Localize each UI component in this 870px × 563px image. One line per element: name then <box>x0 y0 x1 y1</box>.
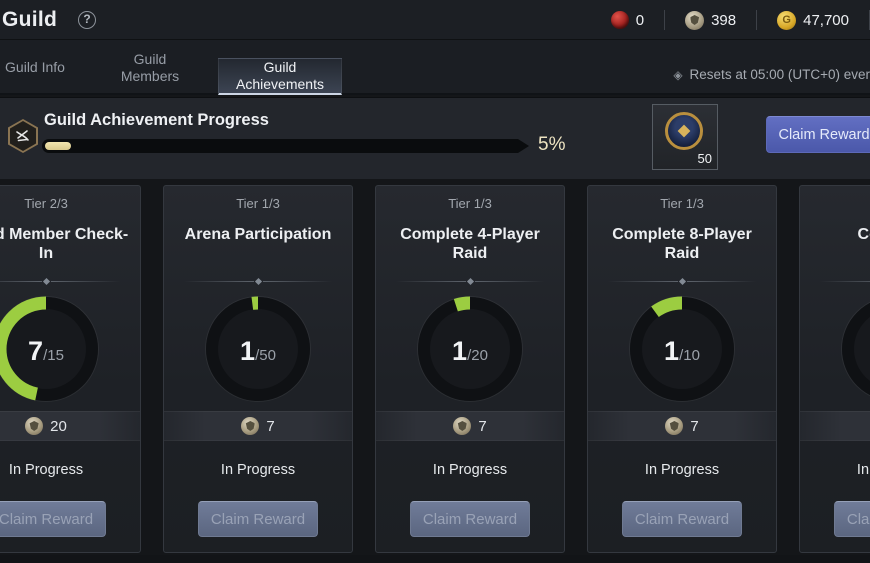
claim-reward-button[interactable]: Claim Reward <box>834 501 870 537</box>
claim-reward-button[interactable]: Claim Reward <box>0 501 106 537</box>
achievement-title: Complete 8-Player Raid <box>612 226 752 262</box>
guild-progress-fill <box>45 142 71 150</box>
achievement-card: Tier 1/3 Complete 4-Player Raid 1/20 7 I… <box>375 185 565 553</box>
progress-total: /50 <box>255 347 276 364</box>
reward-strip: 7 <box>588 411 776 441</box>
guild-achievement-progress-section: Guild Achievement Progress 5% 50 Claim R… <box>0 97 870 179</box>
tab-guild-info[interactable]: Guild Info <box>5 59 65 75</box>
guild-coin-icon <box>665 417 684 435</box>
reward-strip: 7 <box>164 411 352 441</box>
reward-amount: 20 <box>50 417 67 435</box>
guild-emblem-icon <box>8 119 38 153</box>
currency-gold: G 47,700 <box>757 10 869 30</box>
page-title: Guild <box>2 8 58 31</box>
progress-current: 1 <box>664 336 680 366</box>
progress-count: 7/15 <box>0 336 101 367</box>
progress-current: 7 <box>28 336 44 366</box>
progress-count: 1/50 <box>203 336 313 367</box>
reward-strip: 7 <box>376 411 564 441</box>
claim-reward-button[interactable]: Claim Reward <box>622 501 742 537</box>
progress-current: 1 <box>240 336 256 366</box>
help-icon[interactable]: ? <box>78 11 96 29</box>
progress-ring: 7/15 <box>0 294 101 404</box>
progress-ring <box>839 294 870 404</box>
progress-percent-label: 5% <box>538 134 566 155</box>
tier-label: Tier 1/3 <box>236 196 280 211</box>
guild-coin-icon <box>241 417 260 435</box>
progress-section-title: Guild Achievement Progress <box>44 111 269 129</box>
gold-coin-icon: G <box>777 10 797 30</box>
progress-count: 1/20 <box>415 336 525 367</box>
tier-label: Tier 2/3 <box>24 196 68 211</box>
achievement-title: Complete <box>857 226 870 243</box>
progress-current: 1 <box>452 336 468 366</box>
reward-strip <box>800 411 870 441</box>
claim-reward-button[interactable]: Claim Reward <box>198 501 318 537</box>
guild-progress-bar <box>42 139 529 153</box>
top-bar: Guild ? 0 398 G 47,700 <box>0 0 870 40</box>
guild-token-icon <box>665 112 703 150</box>
divider <box>664 10 666 30</box>
divider <box>756 10 758 30</box>
progress-total: /20 <box>467 347 488 364</box>
guild-coin-icon <box>453 417 472 435</box>
achievement-title: Arena Participation <box>184 226 332 243</box>
reset-note: ◈ Resets at 05:00 (UTC+0) ever <box>673 40 870 95</box>
ornamental-divider <box>820 276 870 286</box>
progress-ring: 1/10 <box>627 294 737 404</box>
red-gem-icon <box>610 11 629 29</box>
achievement-card: Tier 1/3 Complete 8-Player Raid 1/10 7 I… <box>587 185 777 553</box>
claim-reward-button[interactable]: Claim Reward <box>410 501 530 537</box>
reward-item-count: 50 <box>697 151 712 166</box>
status-label: In Progress <box>220 462 296 478</box>
red-gem-amount: 0 <box>635 11 645 29</box>
guild-coin-icon <box>685 10 705 30</box>
tier-label: Tier 1/3 <box>660 196 704 211</box>
tier-label: Tier 1/3 <box>800 196 870 211</box>
achievement-card: Tier 1/3 Complete In Progress Claim Rewa… <box>799 185 870 553</box>
guild-coin-icon <box>25 417 44 435</box>
status-label: In Progress <box>644 462 720 478</box>
currency-red-gem: 0 <box>591 11 664 29</box>
status-label: In Progress <box>8 462 84 478</box>
achievement-title: Complete 4-Player Raid <box>400 226 540 262</box>
progress-count: 1/10 <box>627 336 737 367</box>
bottom-strip <box>0 555 870 563</box>
ornamental-divider <box>0 276 120 286</box>
ornamental-divider <box>608 276 756 286</box>
progress-ring: 1/50 <box>203 294 313 404</box>
ornamental-divider <box>396 276 544 286</box>
progress-total: /15 <box>43 347 64 364</box>
tab-guild-members[interactable]: Guild Members <box>120 50 180 84</box>
currency-bar: 0 398 G 47,700 <box>591 0 870 40</box>
progress-ring: 1/20 <box>415 294 525 404</box>
reward-strip: 20 <box>0 411 140 441</box>
achievement-title: Guild Member Check-In <box>0 226 129 262</box>
ornamental-divider <box>184 276 332 286</box>
reward-amount: 7 <box>478 417 487 435</box>
reset-note-text: Resets at 05:00 (UTC+0) ever <box>689 67 870 82</box>
tab-bar: Guild Info Guild Members Guild Achieveme… <box>0 40 870 95</box>
gold-amount: 47,700 <box>803 11 849 29</box>
progress-total: /10 <box>679 347 700 364</box>
status-label: In Progress <box>432 462 508 478</box>
reward-amount: 7 <box>690 417 699 435</box>
diamond-icon: ◈ <box>673 67 683 82</box>
currency-guild-coin: 398 <box>665 10 756 30</box>
tier-label: Tier 1/3 <box>448 196 492 211</box>
reward-amount: 7 <box>266 417 275 435</box>
achievement-card: Tier 1/3 Arena Participation 1/50 7 In P… <box>163 185 353 553</box>
guild-coin-amount: 398 <box>711 11 737 29</box>
tab-guild-achievements[interactable]: Guild Achievements <box>218 58 342 95</box>
reward-item-slot[interactable]: 50 <box>652 104 718 170</box>
claim-reward-button-main[interactable]: Claim Reward <box>766 116 870 153</box>
status-label: In Progress <box>856 462 870 478</box>
achievement-card: Tier 2/3 Guild Member Check-In 7/15 20 I… <box>0 185 141 553</box>
